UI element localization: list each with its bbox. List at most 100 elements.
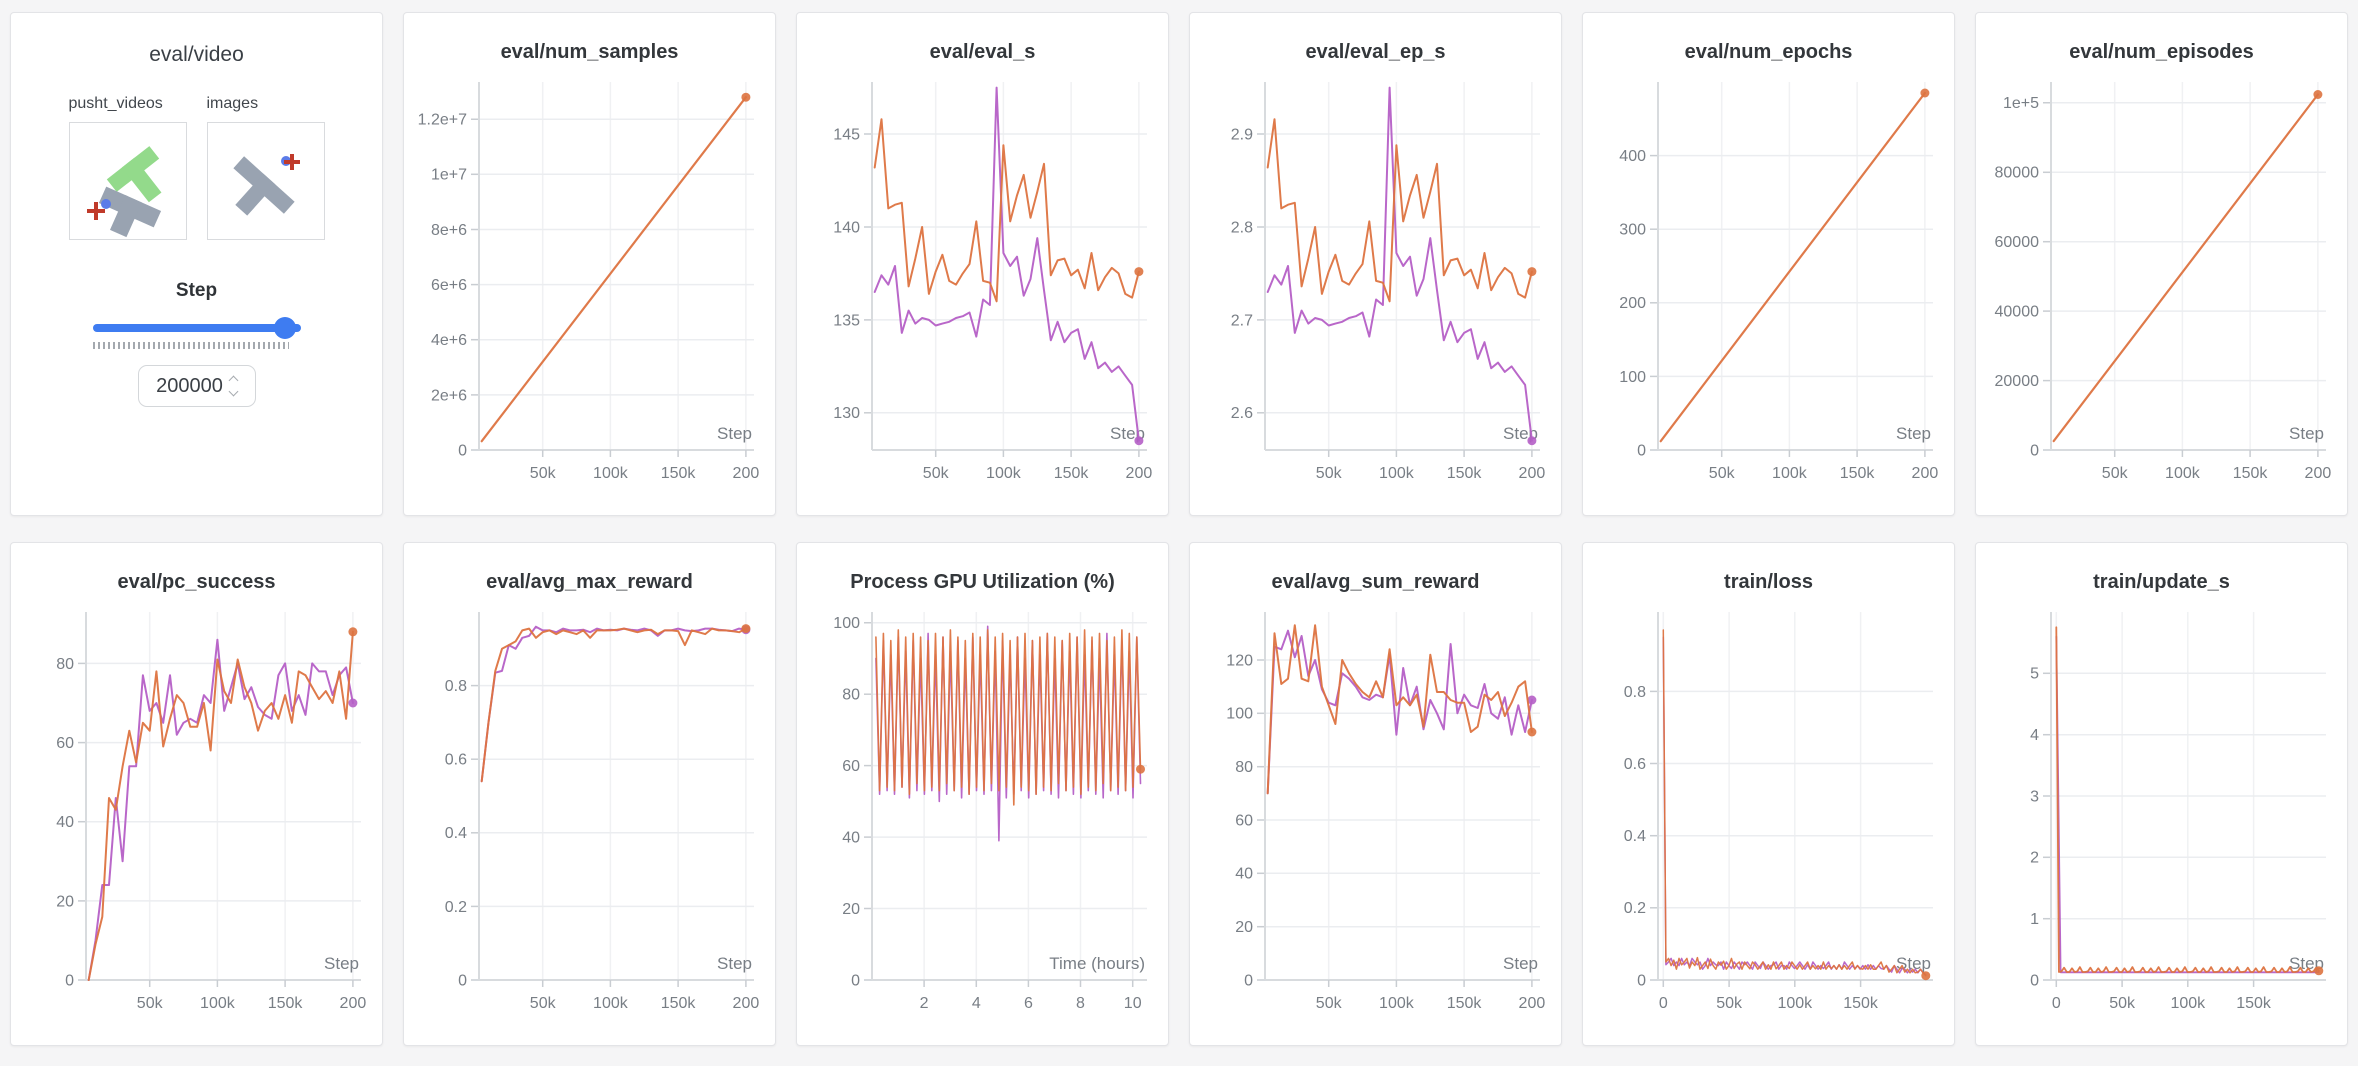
x-axis-label: Step	[1896, 424, 1931, 443]
chart-plot-area[interactable]: 0 2e+6 4e+6 6e+6 8e+6 1e+7 1.2e+7 50k 100k 150k 20…	[417, 72, 762, 504]
y-tick-label: 0	[458, 972, 467, 989]
media-images: images	[206, 95, 325, 240]
y-tick-label: 0.4	[1624, 828, 1646, 845]
chart-panel-pc_success[interactable]: eval/pc_success 0 20 40 60 80 50k 100k 150k 200 S…	[10, 542, 383, 1046]
x-tick-label: 100k	[2165, 465, 2201, 482]
y-tick-label: 20000	[1995, 373, 2040, 390]
y-tick-label: 3	[2030, 788, 2039, 805]
y-tick-label: 135	[833, 312, 860, 329]
x-tick-label: 100k	[1379, 995, 1415, 1012]
y-tick-label: 1	[2030, 911, 2039, 928]
series-line-purple	[480, 625, 747, 783]
series-line-purple	[1266, 629, 1533, 795]
series-end-dot-orange	[348, 627, 358, 637]
chart-plot-area[interactable]: 0 1 2 3 4 5 0 50k 100k 150k Step	[1989, 602, 2334, 1034]
y-tick-label: 20	[1235, 919, 1253, 936]
y-tick-label: 0.2	[1624, 900, 1646, 917]
x-tick-label: 150k	[2233, 465, 2269, 482]
y-tick-label: 4e+6	[431, 332, 467, 349]
chart-plot-area[interactable]: 130 135 140 145 50k 100k 150k 200 Step	[810, 72, 1155, 504]
stepper-arrows[interactable]	[228, 375, 239, 397]
chart-plot-area[interactable]: 0 20 40 60 80 50k 100k 150k 200 Step	[24, 602, 369, 1034]
y-tick-label: 100	[1619, 369, 1646, 386]
series-line-orange	[1659, 91, 1926, 443]
chart-panel-train_loss[interactable]: train/loss 0 0.2 0.4 0.6 0.8 0 50k 100k 150k Step	[1582, 542, 1955, 1046]
goal-cross-icon	[86, 202, 105, 220]
chart-plot-area[interactable]: 0 20 40 60 80 100 2 4 6 8 10 Time (hours)	[810, 602, 1155, 1034]
pusht-scene-icon	[86, 146, 161, 238]
step-slider-track[interactable]	[92, 324, 301, 332]
x-tick-label: 100k	[1379, 465, 1415, 482]
step-slider-thumb[interactable]	[273, 317, 296, 339]
chart-plot-area[interactable]: 0 20000 40000 60000 80000 1e+5 50k 100k 150k 200 S…	[1989, 72, 2334, 504]
chart-svg: 0 100 200 300 400 50k 100k 150k 200 Step	[1619, 82, 1938, 482]
step-increment-icon[interactable]	[228, 375, 239, 386]
x-tick-label: 2	[920, 995, 929, 1012]
x-axis-label: Step	[2289, 424, 2324, 443]
chart-panel-num_epochs[interactable]: eval/num_epochs 0 100 200 300 400 50k 100k 150k…	[1582, 12, 1955, 516]
x-tick-label: 50k	[530, 465, 557, 482]
y-tick-label: 1.2e+7	[418, 112, 467, 129]
chart-panel-gpu_util[interactable]: Process GPU Utilization (%) 0 20 40 60 80 100…	[796, 542, 1169, 1046]
x-axis-label: Step	[1896, 954, 1931, 973]
x-tick-label: 50k	[923, 465, 950, 482]
video-panel-title: eval/video	[149, 43, 244, 66]
x-axis-label: Time (hours)	[1049, 954, 1145, 973]
chart-svg: 0 2e+6 4e+6 6e+6 8e+6 1e+7 1.2e+7 50k 100k 150k 20…	[418, 82, 759, 482]
chart-panel-eval_s[interactable]: eval/eval_s 130 135 140 145 50k 100k 150k 200 St…	[796, 12, 1169, 516]
chart-title: eval/avg_max_reward	[486, 571, 693, 593]
step-slider[interactable]	[92, 317, 301, 339]
y-tick-label: 0.6	[1624, 756, 1646, 773]
y-tick-label: 40	[842, 830, 860, 847]
x-tick-label: 200	[1519, 465, 1546, 482]
images-thumbnail[interactable]	[206, 122, 325, 240]
y-tick-label: 40000	[1995, 304, 2040, 321]
chart-plot-area[interactable]: 0 0.2 0.4 0.6 0.8 50k 100k 150k 200 Step	[417, 602, 762, 1034]
y-tick-label: 0	[458, 442, 467, 459]
chart-title: eval/eval_s	[929, 41, 1036, 63]
y-tick-label: 80000	[1995, 165, 2040, 182]
step-control: Step 200000	[92, 280, 301, 407]
series-end-dot-purple	[1527, 695, 1537, 705]
step-decrement-icon[interactable]	[228, 386, 239, 397]
x-tick-label: 150k	[1843, 995, 1879, 1012]
series-end-dot-orange	[741, 624, 751, 634]
y-tick-label: 80	[1235, 759, 1253, 776]
chart-panel-num_samples[interactable]: eval/num_samples 0 2e+6 4e+6 6e+6 8e+6 1e+7 1.…	[403, 12, 776, 516]
y-tick-label: 145	[833, 126, 860, 143]
y-tick-label: 0	[2030, 442, 2039, 459]
chart-title: eval/eval_ep_s	[1305, 41, 1446, 63]
chart-plot-area[interactable]: 2.6 2.7 2.8 2.9 50k 100k 150k 200 Step	[1203, 72, 1548, 504]
series-line-purple	[873, 86, 1140, 442]
x-tick-label: 50k	[1716, 995, 1743, 1012]
x-tick-label: 50k	[2109, 995, 2136, 1012]
step-input[interactable]: 200000	[137, 365, 256, 407]
x-tick-label: 50k	[137, 995, 164, 1012]
pusht-videos-thumbnail[interactable]	[68, 122, 187, 240]
y-tick-label: 130	[833, 405, 860, 422]
y-tick-label: 0.4	[445, 825, 467, 842]
x-tick-label: 10	[1124, 995, 1142, 1012]
media-thumbnails: pusht_videos	[68, 95, 325, 240]
series-line-orange	[1266, 118, 1533, 303]
chart-plot-area[interactable]: 0 20 40 60 80 100 120 50k 100k 150k 200 Step	[1203, 602, 1548, 1034]
chart-plot-area[interactable]: 0 100 200 300 400 50k 100k 150k 200 Step	[1596, 72, 1941, 504]
x-tick-label: 150k	[661, 995, 697, 1012]
y-tick-label: 0	[1637, 972, 1646, 989]
media-pusht-videos: pusht_videos	[68, 95, 187, 240]
x-axis-label: Step	[1503, 954, 1538, 973]
chart-panel-avg_max_reward[interactable]: eval/avg_max_reward 0 0.2 0.4 0.6 0.8 50k 100k…	[403, 542, 776, 1046]
y-tick-label: 1e+7	[431, 167, 467, 184]
chart-panel-num_episodes[interactable]: eval/num_episodes 0 20000 40000 60000 80000 1…	[1975, 12, 2348, 516]
chart-plot-area[interactable]: 0 0.2 0.4 0.6 0.8 0 50k 100k 150k Step	[1596, 602, 1941, 1034]
chart-panel-train_update_s[interactable]: train/update_s 0 1 2 3 4 5 0 50k 100k 150k Step	[1975, 542, 2348, 1046]
chart-panel-avg_sum_reward[interactable]: eval/avg_sum_reward 0 20 40 60 80 100 120 50k 10…	[1189, 542, 1562, 1046]
chart-title: eval/avg_sum_reward	[1271, 571, 1480, 593]
series-end-dot-orange	[1527, 727, 1537, 737]
x-tick-label: 200	[2305, 465, 2332, 482]
chart-panel-eval_ep_s[interactable]: eval/eval_ep_s 2.6 2.7 2.8 2.9 50k 100k 150k 20…	[1189, 12, 1562, 516]
panel-eval-video[interactable]: eval/video pusht_videos	[10, 12, 383, 516]
x-tick-label: 200	[1126, 465, 1153, 482]
